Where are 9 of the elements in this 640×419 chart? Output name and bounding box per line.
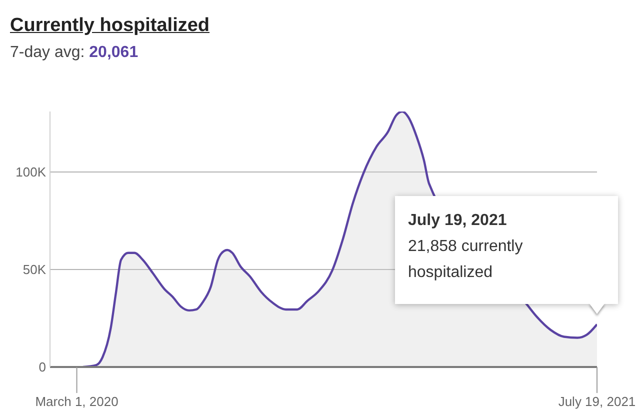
chart-subtitle: 7-day avg: 20,061 — [10, 44, 138, 61]
annotation: July 19, 2021 — [408, 211, 508, 232]
tooltip-box: July 19, 2021 21,858 currently hospitalized — [395, 196, 618, 304]
chart-title: Currently hospitalized — [10, 15, 210, 37]
y-tick-label: 50K — [22, 262, 46, 278]
annotation: 21,858 currently hospitalized — [408, 237, 524, 284]
y-tick-label: 100K — [16, 164, 46, 180]
y-tick-label: 0 — [38, 360, 46, 375]
x-tick-label: March 1, 2020 — [35, 394, 118, 410]
